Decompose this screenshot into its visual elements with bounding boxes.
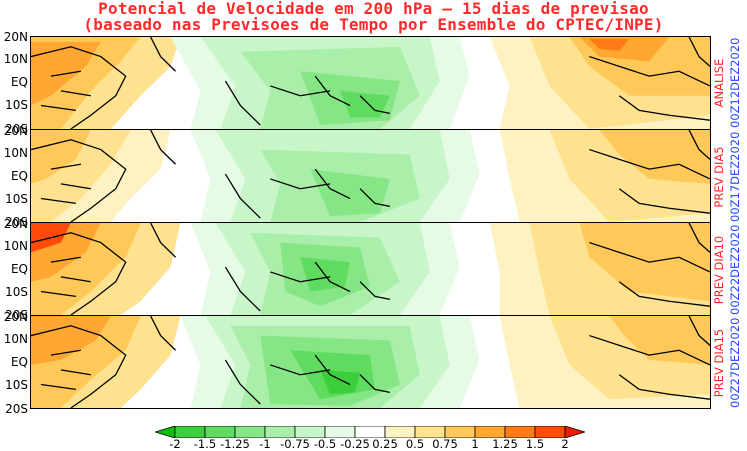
panel-prev-dia5 [30,129,711,223]
lat-label: 10S [5,378,28,392]
panel-label: PREV DIA15 [712,328,726,398]
colorbar-max-triangle [564,426,585,438]
lat-label: EQ [10,355,28,369]
panel-prev-dia10 [30,222,711,316]
lat-label: 10N [3,239,28,253]
lat-label: 20S [5,308,28,322]
panel-date: 00Z12DEZ2020 [728,37,742,128]
colorbar-tick-label: -0.5 [313,437,337,451]
lat-label: 10S [5,192,28,206]
colorbar [155,426,585,438]
colorbar-tick-label: -1.25 [220,437,250,451]
colorbar-tick-label: 1 [471,437,479,451]
lat-label: EQ [10,75,28,89]
colorbar-tick-label: -1.5 [193,437,217,451]
lat-label: 20N [3,30,28,44]
lat-label: 20N [3,217,28,231]
colorbar-tick-label: 0.75 [432,437,458,451]
lat-label: EQ [10,169,28,183]
colorbar-tick-label: 2 [561,437,569,451]
lat-label: 20S [5,122,28,136]
lat-label: 10N [3,146,28,160]
velocity-potential-map [31,316,710,408]
velocity-potential-map [31,37,710,129]
colorbar-tick-label: 0.25 [372,437,398,451]
colorbar-tick-label: 1.25 [492,437,518,451]
colorbar-tick-label: -0.75 [280,437,310,451]
velocity-potential-map [31,223,710,315]
panel-date: 00Z27DEZ2020 [728,317,742,408]
velocity-potential-map [31,130,710,222]
lat-label: 10S [5,98,28,112]
panel-label: ANALISE [712,58,726,108]
lat-label: 20N [3,310,28,324]
lat-label: 10S [5,285,28,299]
colorbar-tick-label: -1 [259,437,271,451]
panel-analise [30,36,711,130]
panel-label: PREV DIA5 [712,146,726,208]
panel-date: 00Z17DEZ2020 [728,131,742,222]
lat-label: 10N [3,52,28,66]
colorbar-swatches [155,426,585,438]
panel-label: PREV DIA10 [712,235,726,305]
map-subtitle: (baseado nas Previsoes de Tempo por Ense… [83,15,664,34]
panel-date: 00Z22DEZ2020 [728,224,742,315]
lat-label: 20S [5,402,28,416]
colorbar-tick-label: -2 [169,437,181,451]
colorbar-tick-label: 1.5 [525,437,545,451]
map-title: Potencial de Velocidade em 200 hPa – 15 … [98,0,649,18]
lat-label: 10N [3,332,28,346]
colorbar-tick-label: -0.25 [340,437,370,451]
colorbar-tick-label: 0.5 [405,437,425,451]
lat-label: 20N [3,124,28,138]
panel-prev-dia15 [30,315,711,409]
lat-label: 20S [5,215,28,229]
lat-label: EQ [10,262,28,276]
